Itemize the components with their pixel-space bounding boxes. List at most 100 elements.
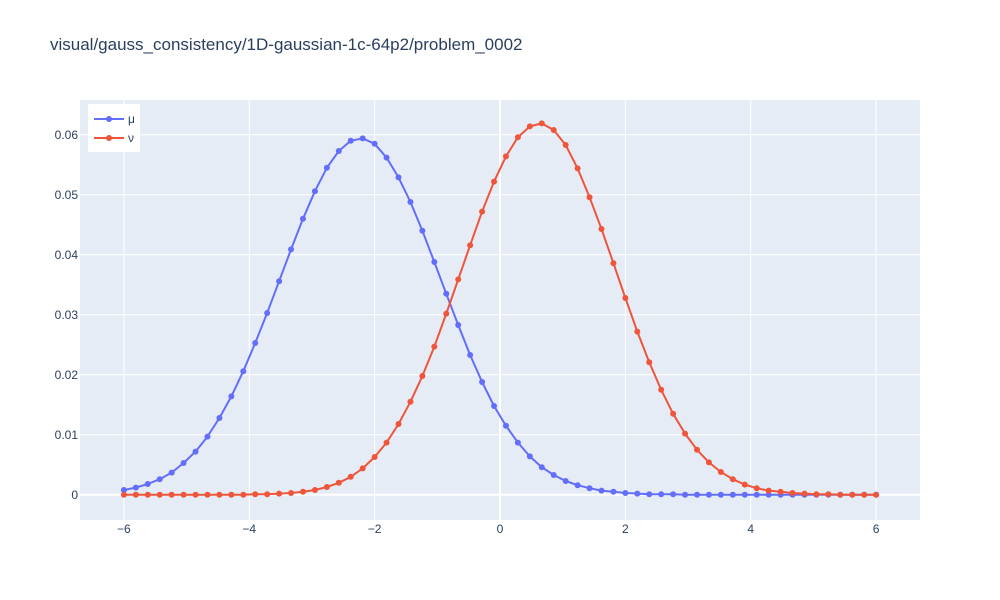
legend[interactable]: μν (88, 104, 140, 152)
data-point[interactable] (622, 295, 629, 301)
data-point[interactable] (514, 134, 521, 141)
data-point[interactable] (335, 479, 342, 486)
data-point[interactable] (849, 491, 856, 498)
data-point[interactable] (467, 242, 474, 249)
data-point[interactable] (407, 398, 414, 405)
data-point[interactable] (216, 491, 223, 498)
data-point[interactable] (144, 491, 151, 498)
data-point[interactable] (491, 403, 498, 409)
data-point[interactable] (837, 491, 844, 498)
data-point[interactable] (682, 491, 689, 498)
data-point[interactable] (288, 490, 295, 496)
data-point[interactable] (765, 487, 772, 494)
data-point[interactable] (192, 491, 199, 498)
data-point[interactable] (682, 430, 689, 437)
data-point[interactable] (813, 491, 820, 498)
data-point[interactable] (120, 491, 127, 498)
data-point[interactable] (455, 322, 462, 328)
data-point[interactable] (598, 226, 605, 232)
legend-item-mu[interactable]: μ (94, 112, 135, 126)
data-point[interactable] (264, 310, 271, 316)
data-point[interactable] (132, 484, 139, 491)
data-point[interactable] (168, 469, 175, 476)
data-point[interactable] (574, 165, 581, 172)
data-point[interactable] (801, 490, 808, 497)
data-point[interactable] (634, 328, 641, 335)
data-point[interactable] (789, 490, 796, 496)
data-point[interactable] (323, 484, 330, 490)
data-point[interactable] (443, 290, 450, 297)
data-point[interactable] (180, 491, 187, 498)
data-point[interactable] (658, 386, 665, 393)
data-point[interactable] (765, 491, 772, 498)
data-point[interactable] (634, 490, 641, 497)
data-point[interactable] (741, 491, 748, 498)
data-point[interactable] (443, 310, 450, 317)
data-point[interactable] (753, 491, 760, 498)
data-point[interactable] (550, 127, 557, 133)
data-point[interactable] (467, 352, 474, 358)
data-point[interactable] (144, 481, 151, 487)
data-point[interactable] (502, 422, 509, 429)
data-point[interactable] (479, 379, 486, 385)
data-point[interactable] (729, 476, 736, 483)
data-point[interactable] (658, 491, 665, 498)
data-point[interactable] (598, 487, 605, 494)
data-point[interactable] (395, 421, 402, 427)
data-point[interactable] (586, 485, 593, 492)
data-point[interactable] (240, 491, 247, 498)
data-point[interactable] (347, 473, 354, 480)
data-point[interactable] (252, 491, 259, 498)
data-point[interactable] (610, 260, 617, 267)
data-point[interactable] (335, 148, 342, 154)
data-point[interactable] (192, 448, 199, 455)
data-point[interactable] (610, 488, 617, 495)
data-point[interactable] (228, 491, 235, 498)
data-point[interactable] (479, 208, 486, 215)
data-point[interactable] (670, 410, 677, 417)
data-point[interactable] (359, 465, 366, 472)
data-point[interactable] (299, 215, 306, 222)
data-point[interactable] (717, 491, 724, 498)
data-point[interactable] (311, 487, 318, 493)
data-point[interactable] (383, 439, 390, 446)
data-point[interactable] (156, 476, 163, 483)
data-point[interactable] (622, 490, 629, 496)
data-point[interactable] (240, 368, 247, 375)
data-point[interactable] (753, 485, 760, 492)
data-point[interactable] (562, 142, 569, 148)
data-point[interactable] (694, 446, 701, 453)
data-point[interactable] (646, 359, 653, 366)
data-point[interactable] (705, 459, 712, 466)
data-point[interactable] (873, 491, 880, 498)
data-point[interactable] (491, 178, 498, 185)
data-point[interactable] (419, 227, 426, 234)
data-point[interactable] (538, 120, 545, 127)
data-point[interactable] (371, 140, 378, 147)
data-point[interactable] (383, 154, 390, 161)
data-point[interactable] (323, 164, 330, 171)
data-point[interactable] (574, 482, 581, 489)
data-point[interactable] (586, 194, 593, 201)
data-point[interactable] (741, 481, 748, 488)
data-point[interactable] (526, 123, 533, 130)
data-point[interactable] (276, 490, 283, 497)
data-point[interactable] (670, 491, 677, 498)
data-point[interactable] (395, 174, 402, 181)
data-point[interactable] (502, 153, 509, 160)
data-point[interactable] (371, 454, 378, 460)
data-point[interactable] (228, 393, 235, 400)
data-point[interactable] (717, 469, 724, 475)
data-point[interactable] (562, 478, 569, 484)
data-point[interactable] (455, 276, 462, 283)
data-point[interactable] (729, 491, 736, 498)
data-point[interactable] (419, 373, 426, 379)
data-point[interactable] (216, 415, 223, 421)
data-point[interactable] (514, 439, 521, 446)
data-point[interactable] (132, 491, 139, 498)
data-point[interactable] (526, 453, 533, 460)
data-point[interactable] (180, 460, 187, 466)
data-point[interactable] (431, 259, 438, 265)
data-point[interactable] (407, 199, 414, 205)
data-point[interactable] (347, 137, 354, 144)
